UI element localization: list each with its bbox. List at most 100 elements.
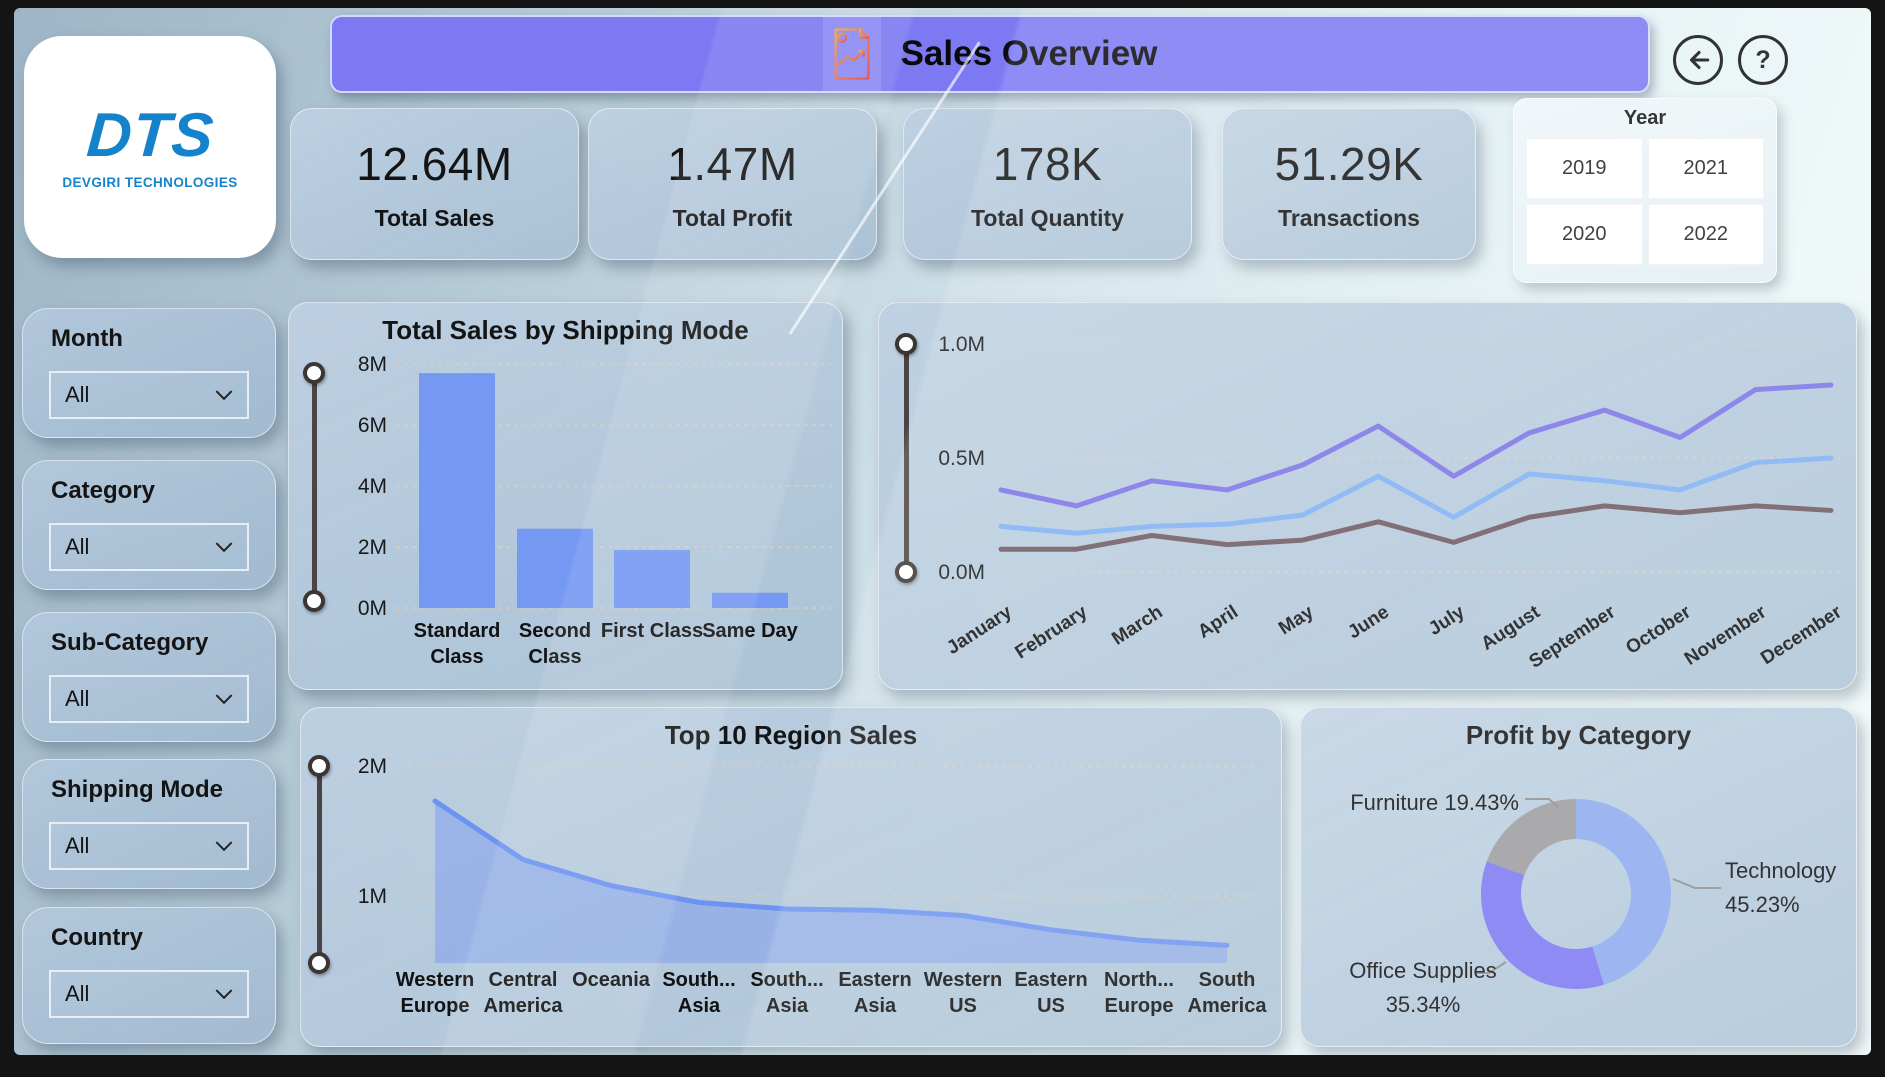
bar-same-day[interactable] xyxy=(712,592,788,608)
bar-chart-card: Total Sales by Shipping Mode 0M 2M 4M 6M 8M S… xyxy=(288,302,843,690)
page-title: Sales Overview xyxy=(900,34,1158,73)
svg-text:November: November xyxy=(1681,601,1771,670)
slider-handle-bottom[interactable] xyxy=(303,590,325,612)
slider-handle-top[interactable] xyxy=(895,333,917,355)
chevron-down-icon xyxy=(215,541,233,552)
filter-shipping-mode: Shipping Mode All xyxy=(22,759,276,889)
kpi-label: Total Sales xyxy=(374,204,495,231)
profit-category-donut-chart xyxy=(1475,798,1721,989)
y-axis-range-slider[interactable] xyxy=(303,362,325,612)
kpi-value: 51.29K xyxy=(1274,137,1424,190)
svg-text:1.0M: 1.0M xyxy=(938,333,985,356)
month-dropdown[interactable]: All xyxy=(49,371,249,419)
kpi-label: Total Quantity xyxy=(971,204,1124,231)
donut-slice-furniture[interactable] xyxy=(1486,799,1576,876)
svg-text:Oceania: Oceania xyxy=(572,969,651,991)
help-button[interactable]: ? xyxy=(1738,35,1788,85)
shipping-mode-bar-chart: 0M 2M 4M 6M 8M Standard Class Second Class First … xyxy=(358,353,833,668)
slider-handle-top[interactable] xyxy=(303,362,325,384)
area-line[interactable] xyxy=(432,798,1230,948)
dropdown-value: All xyxy=(65,981,90,1006)
category-dropdown[interactable]: All xyxy=(49,523,249,571)
filter-label: Shipping Mode xyxy=(51,776,223,803)
bar-second-class[interactable] xyxy=(517,528,593,608)
report-icon-box xyxy=(822,17,881,91)
logo-acronym: DTS xyxy=(84,100,216,170)
svg-text:March: March xyxy=(1108,602,1166,650)
year-option-2022[interactable]: 2022 xyxy=(1647,204,1764,265)
country-dropdown[interactable]: All xyxy=(49,970,249,1018)
filter-sub-category: Sub-Category All xyxy=(22,612,276,742)
svg-text:4M: 4M xyxy=(358,475,387,498)
svg-text:Same Day: Same Day xyxy=(702,620,798,642)
svg-text:First Class: First Class xyxy=(601,620,703,642)
chevron-down-icon xyxy=(215,840,233,851)
logo-company-name: DEVGIRI TECHNOLOGIES xyxy=(62,174,238,190)
year-option-2020[interactable]: 2020 xyxy=(1526,204,1643,265)
year-option-2019[interactable]: 2019 xyxy=(1526,138,1643,199)
shipping-mode-dropdown[interactable]: All xyxy=(49,822,249,870)
svg-text:0.0M: 0.0M xyxy=(938,561,985,584)
line-series-2[interactable] xyxy=(998,455,1834,536)
kpi-value: 12.64M xyxy=(356,137,513,190)
line-series-3[interactable] xyxy=(998,503,1834,552)
sub-category-dropdown[interactable]: All xyxy=(49,675,249,723)
kpi-label: Total Profit xyxy=(672,204,793,231)
svg-text:0M: 0M xyxy=(358,597,387,620)
slider-track[interactable] xyxy=(903,344,909,572)
kpi-total-sales: 12.64M Total Sales xyxy=(290,108,579,260)
svg-text:June: June xyxy=(1344,602,1393,644)
dropdown-value: All xyxy=(65,686,90,711)
year-slicer-title: Year xyxy=(1623,107,1667,129)
filter-label: Category xyxy=(51,477,156,504)
y-axis-range-slider[interactable] xyxy=(895,333,917,583)
dropdown-value: All xyxy=(65,534,90,559)
dropdown-value: All xyxy=(65,833,90,858)
donut-slice-technology[interactable] xyxy=(1576,799,1671,985)
sales-report-icon xyxy=(834,28,870,80)
filter-label: Month xyxy=(51,325,123,352)
slider-handle-bottom[interactable] xyxy=(895,561,917,583)
line-chart-card: 0.0M 0.5M 1.0M January February March April May… xyxy=(878,302,1857,690)
svg-text:April: April xyxy=(1194,602,1242,643)
bar-first-class[interactable] xyxy=(614,550,690,608)
svg-text:6M: 6M xyxy=(358,414,387,437)
filter-country: Country All xyxy=(22,907,276,1044)
bar-standard-class[interactable] xyxy=(419,373,495,608)
svg-text:2M: 2M xyxy=(358,755,387,778)
chevron-down-icon xyxy=(215,988,233,999)
company-logo-card: DTS DEVGIRI TECHNOLOGIES xyxy=(24,36,276,258)
bar-chart-title: Total Sales by Shipping Mode xyxy=(382,315,749,345)
donut-label-technology: Technology 45.23% xyxy=(1725,858,1837,918)
back-button[interactable] xyxy=(1673,35,1723,85)
kpi-value: 1.47M xyxy=(667,137,798,190)
slider-handle-bottom[interactable] xyxy=(308,952,330,974)
dashboard-canvas: DTS DEVGIRI TECHNOLOGIES xyxy=(14,8,1871,1055)
slider-track[interactable] xyxy=(311,373,317,601)
title-banner: Sales Overview xyxy=(330,15,1650,93)
slider-handle-top[interactable] xyxy=(308,755,330,777)
y-axis-range-slider[interactable] xyxy=(308,755,330,974)
svg-text:May: May xyxy=(1275,601,1318,639)
year-option-2021[interactable]: 2021 xyxy=(1647,138,1764,199)
line-series-1[interactable] xyxy=(998,382,1834,509)
donut-slice-office-supplies[interactable] xyxy=(1481,861,1605,989)
slider-track[interactable] xyxy=(316,766,322,963)
area-chart-title: Top 10 Region Sales xyxy=(664,720,918,750)
kpi-value: 178K xyxy=(992,137,1103,190)
area-chart-card: Top 10 Region Sales 1M 2M Western Europe Cen… xyxy=(300,707,1282,1047)
svg-text:North...Europe: North... Europe xyxy=(1104,969,1174,1017)
filter-label: Sub-Category xyxy=(51,629,209,656)
donut-chart-title: Profit by Category xyxy=(1465,720,1692,750)
area-fill[interactable] xyxy=(435,801,1227,963)
svg-text:2M: 2M xyxy=(358,536,387,559)
svg-text:July: July xyxy=(1425,601,1469,640)
chevron-down-icon xyxy=(215,389,233,400)
svg-text:South...Asia: South... Asia xyxy=(750,969,823,1017)
